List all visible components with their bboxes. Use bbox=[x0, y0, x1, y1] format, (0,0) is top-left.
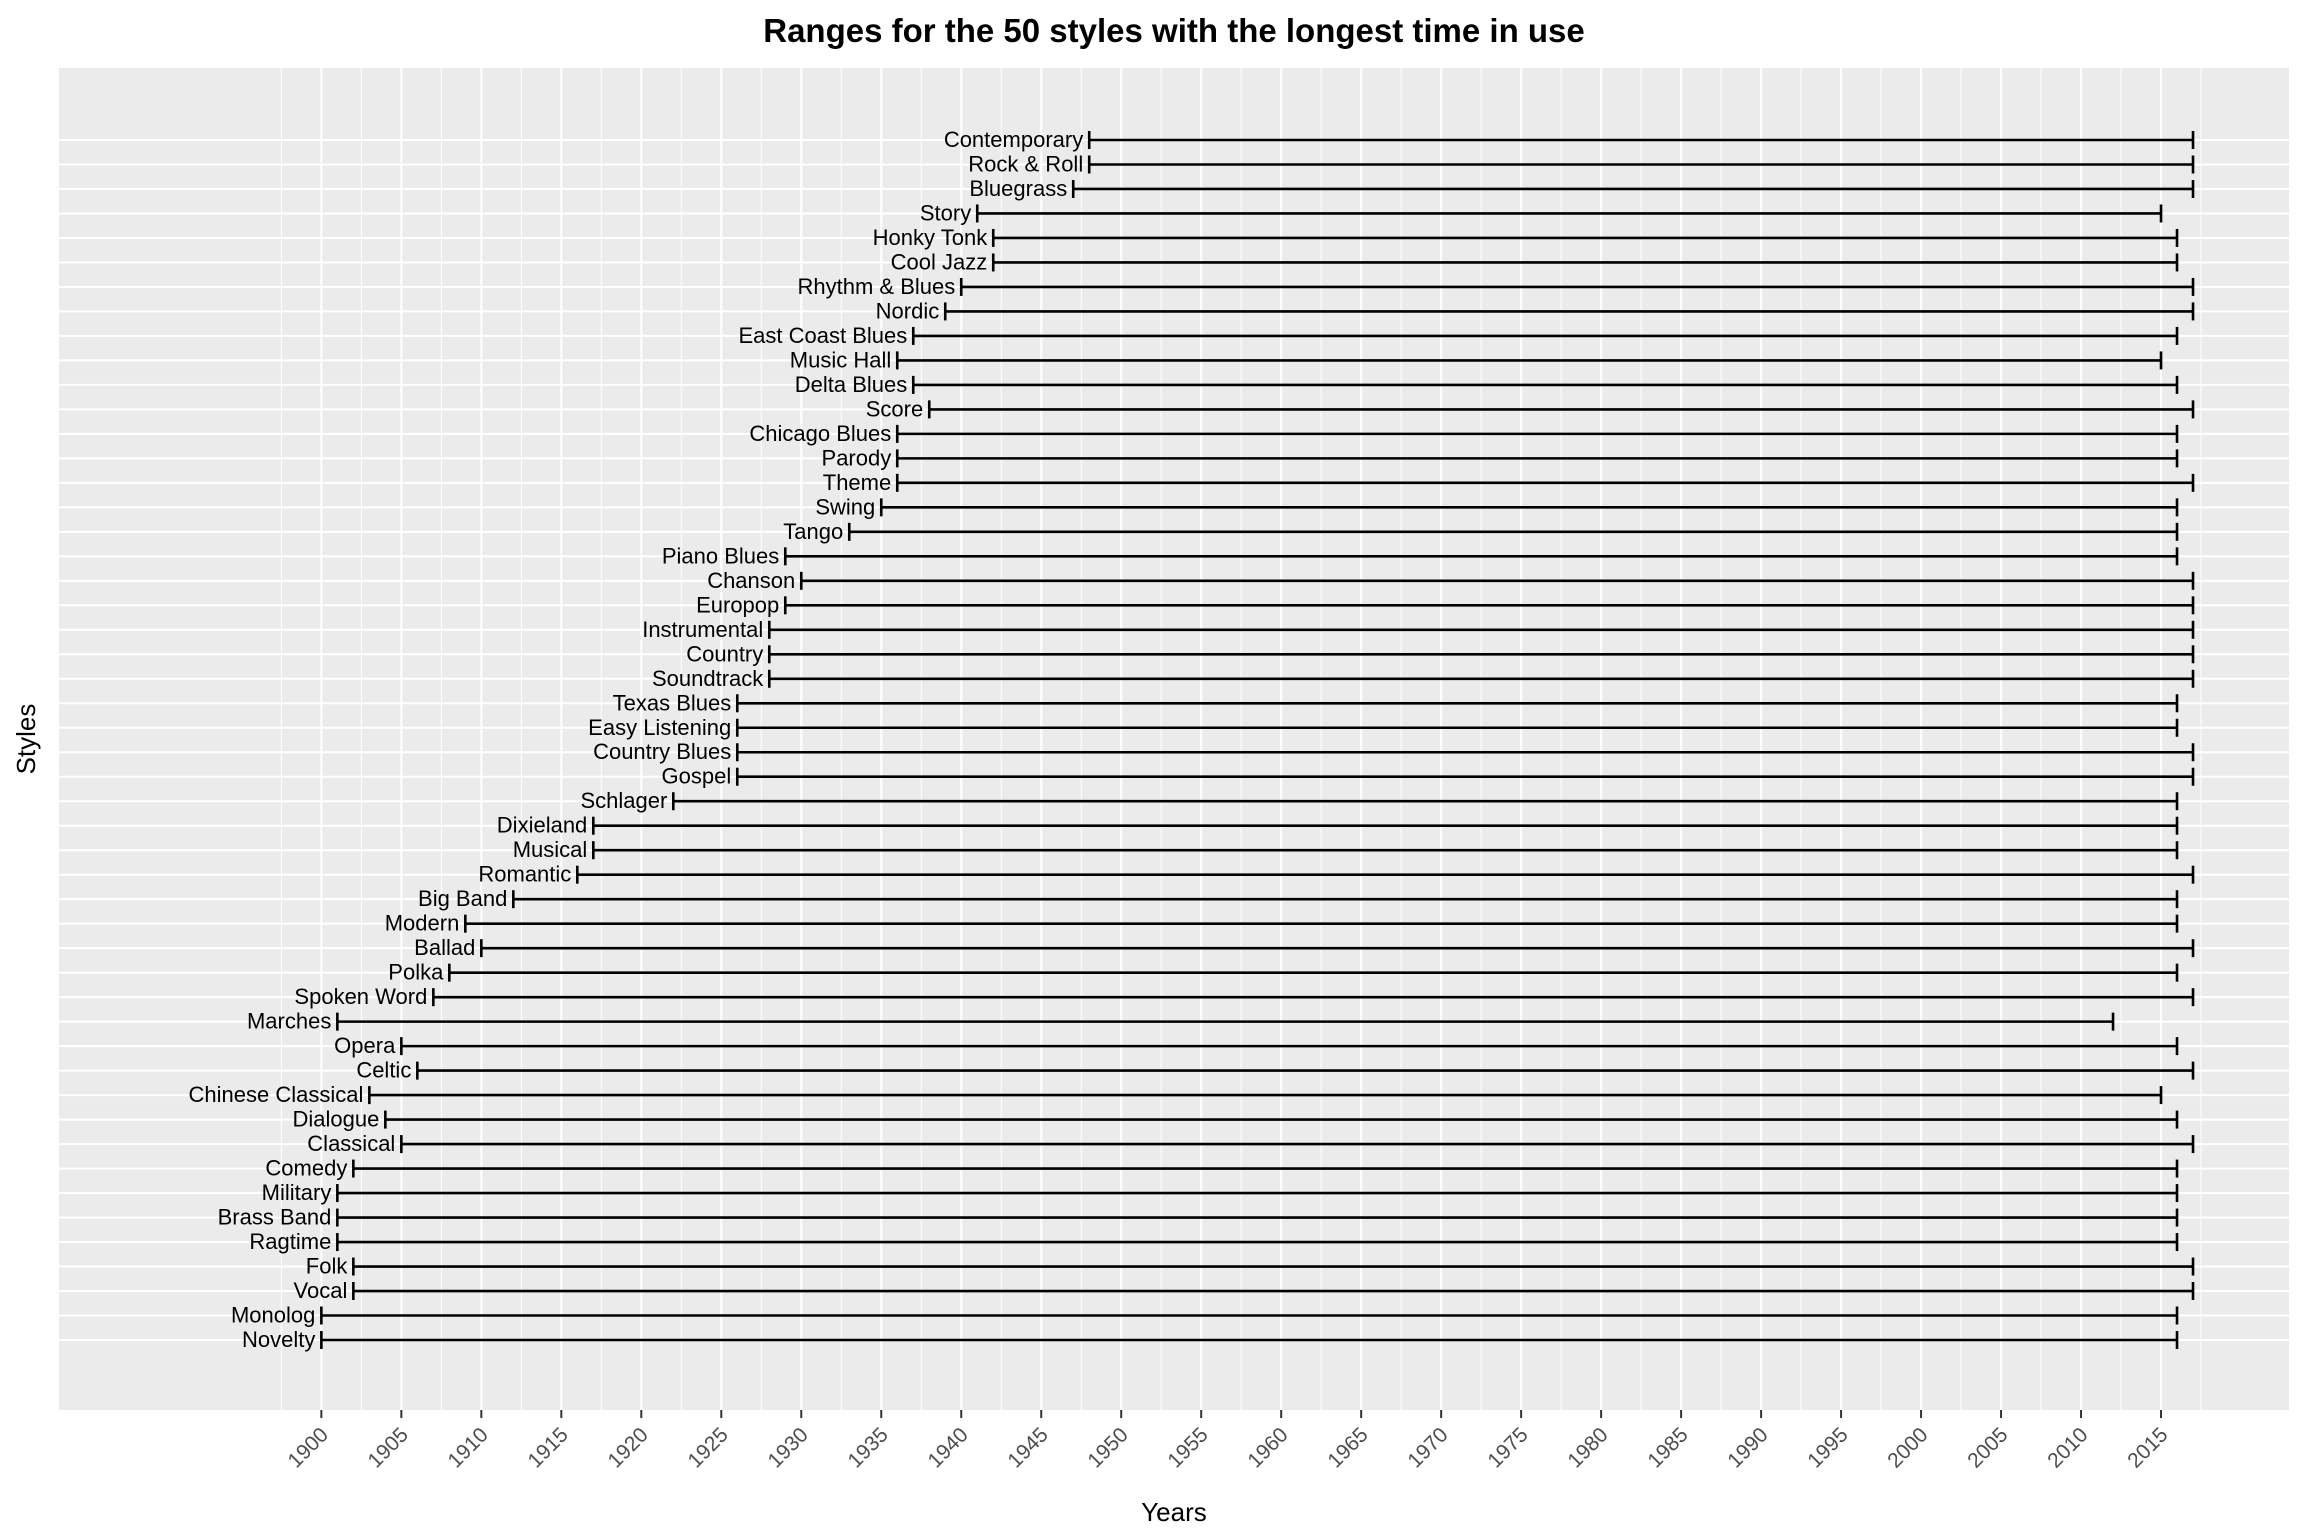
x-tick-label-1945: 1945 bbox=[1003, 1423, 1052, 1472]
style-label-parody: Parody bbox=[822, 445, 892, 470]
x-tick-label-1900: 1900 bbox=[284, 1423, 333, 1472]
style-label-comedy: Comedy bbox=[265, 1156, 347, 1181]
x-tick-label-1955: 1955 bbox=[1163, 1423, 1212, 1472]
style-label-novelty: Novelty bbox=[242, 1327, 315, 1352]
style-label-instrumental: Instrumental bbox=[642, 617, 763, 642]
x-axis: 1900 1905 1910 1915 1920 1925 1930 1935 1940 1945… bbox=[284, 1410, 2173, 1473]
style-label-vocal: Vocal bbox=[294, 1278, 348, 1303]
style-label-rock-roll: Rock & Roll bbox=[968, 151, 1083, 176]
x-tick-label-1995: 1995 bbox=[1803, 1423, 1852, 1472]
style-label-big-band: Big Band bbox=[418, 886, 507, 911]
chart-title: Ranges for the 50 styles with the longes… bbox=[763, 12, 1585, 49]
style-label-honky-tonk: Honky Tonk bbox=[873, 225, 989, 250]
style-label-chicago-blues: Chicago Blues bbox=[749, 421, 891, 446]
x-tick-label-1960: 1960 bbox=[1243, 1423, 1292, 1472]
x-tick-label-1990: 1990 bbox=[1723, 1423, 1772, 1472]
style-label-piano-blues: Piano Blues bbox=[662, 543, 779, 568]
style-label-brass-band: Brass Band bbox=[218, 1205, 332, 1230]
style-label-celtic: Celtic bbox=[356, 1058, 411, 1083]
plot-panel bbox=[59, 68, 2289, 1410]
style-label-delta-blues: Delta Blues bbox=[795, 372, 908, 397]
style-label-military: Military bbox=[262, 1180, 332, 1205]
x-axis-title: Years bbox=[1141, 1497, 1207, 1527]
style-label-opera: Opera bbox=[334, 1033, 396, 1058]
style-label-tango: Tango bbox=[783, 519, 843, 544]
style-label-easy-listening: Easy Listening bbox=[588, 715, 731, 740]
x-tick-label-2005: 2005 bbox=[1963, 1423, 2012, 1472]
x-tick-label-1950: 1950 bbox=[1083, 1423, 1132, 1472]
style-label-score: Score bbox=[866, 396, 923, 421]
style-label-musical: Musical bbox=[513, 837, 588, 862]
style-label-contemporary: Contemporary bbox=[944, 127, 1083, 152]
x-tick-label-1970: 1970 bbox=[1403, 1423, 1452, 1472]
style-label-texas-blues: Texas Blues bbox=[613, 690, 732, 715]
x-tick-label-1980: 1980 bbox=[1563, 1423, 1612, 1472]
style-label-chanson: Chanson bbox=[707, 568, 795, 593]
range-series bbox=[320, 131, 2195, 1349]
style-label-schlager: Schlager bbox=[580, 788, 667, 813]
style-label-country: Country bbox=[686, 641, 763, 666]
style-label-theme: Theme bbox=[823, 470, 891, 495]
x-tick-label-2000: 2000 bbox=[1883, 1423, 1932, 1472]
style-label-soundtrack: Soundtrack bbox=[652, 666, 764, 691]
x-tick-label-1940: 1940 bbox=[923, 1423, 972, 1472]
x-tick-label-1935: 1935 bbox=[843, 1423, 892, 1472]
style-label-story: Story bbox=[920, 200, 971, 225]
x-tick-label-1905: 1905 bbox=[364, 1423, 413, 1472]
style-label-classical: Classical bbox=[307, 1131, 395, 1156]
x-tick-label-1965: 1965 bbox=[1323, 1423, 1372, 1472]
style-label-dixieland: Dixieland bbox=[497, 813, 588, 838]
style-label-dialogue: Dialogue bbox=[292, 1107, 379, 1132]
x-tick-label-1910: 1910 bbox=[444, 1423, 493, 1472]
y-axis-title: Styles bbox=[11, 704, 41, 775]
style-label-europop: Europop bbox=[696, 592, 779, 617]
style-label-modern: Modern bbox=[385, 911, 460, 936]
style-label-gospel: Gospel bbox=[662, 764, 732, 789]
style-label-chinese-classical: Chinese Classical bbox=[188, 1082, 363, 1107]
style-label-folk: Folk bbox=[306, 1254, 349, 1279]
style-label-country-blues: Country Blues bbox=[593, 739, 731, 764]
x-tick-label-2015: 2015 bbox=[2123, 1423, 2172, 1472]
style-label-romantic: Romantic bbox=[478, 862, 571, 887]
x-tick-label-1930: 1930 bbox=[764, 1423, 813, 1472]
x-tick-label-1925: 1925 bbox=[684, 1423, 733, 1472]
style-label-spoken-word: Spoken Word bbox=[294, 984, 427, 1009]
style-label-east-coast-blues: East Coast Blues bbox=[738, 323, 907, 348]
x-tick-label-2010: 2010 bbox=[2043, 1423, 2092, 1472]
style-label-cool-jazz: Cool Jazz bbox=[891, 249, 988, 274]
x-tick-label-1985: 1985 bbox=[1643, 1423, 1692, 1472]
x-tick-label-1915: 1915 bbox=[524, 1423, 573, 1472]
style-label-monolog: Monolog bbox=[231, 1303, 315, 1328]
x-tick-label-1975: 1975 bbox=[1483, 1423, 1532, 1472]
style-label-ballad: Ballad bbox=[414, 935, 475, 960]
style-label-music-hall: Music Hall bbox=[790, 347, 891, 372]
style-label-polka: Polka bbox=[388, 960, 444, 985]
style-label-rhythm-blues: Rhythm & Blues bbox=[798, 274, 956, 299]
x-tick-label-1920: 1920 bbox=[604, 1423, 653, 1472]
style-label-ragtime: Ragtime bbox=[249, 1229, 331, 1254]
style-label-marches: Marches bbox=[247, 1009, 331, 1034]
style-label-bluegrass: Bluegrass bbox=[969, 176, 1067, 201]
style-label-swing: Swing bbox=[815, 494, 875, 519]
style-label-nordic: Nordic bbox=[876, 298, 940, 323]
